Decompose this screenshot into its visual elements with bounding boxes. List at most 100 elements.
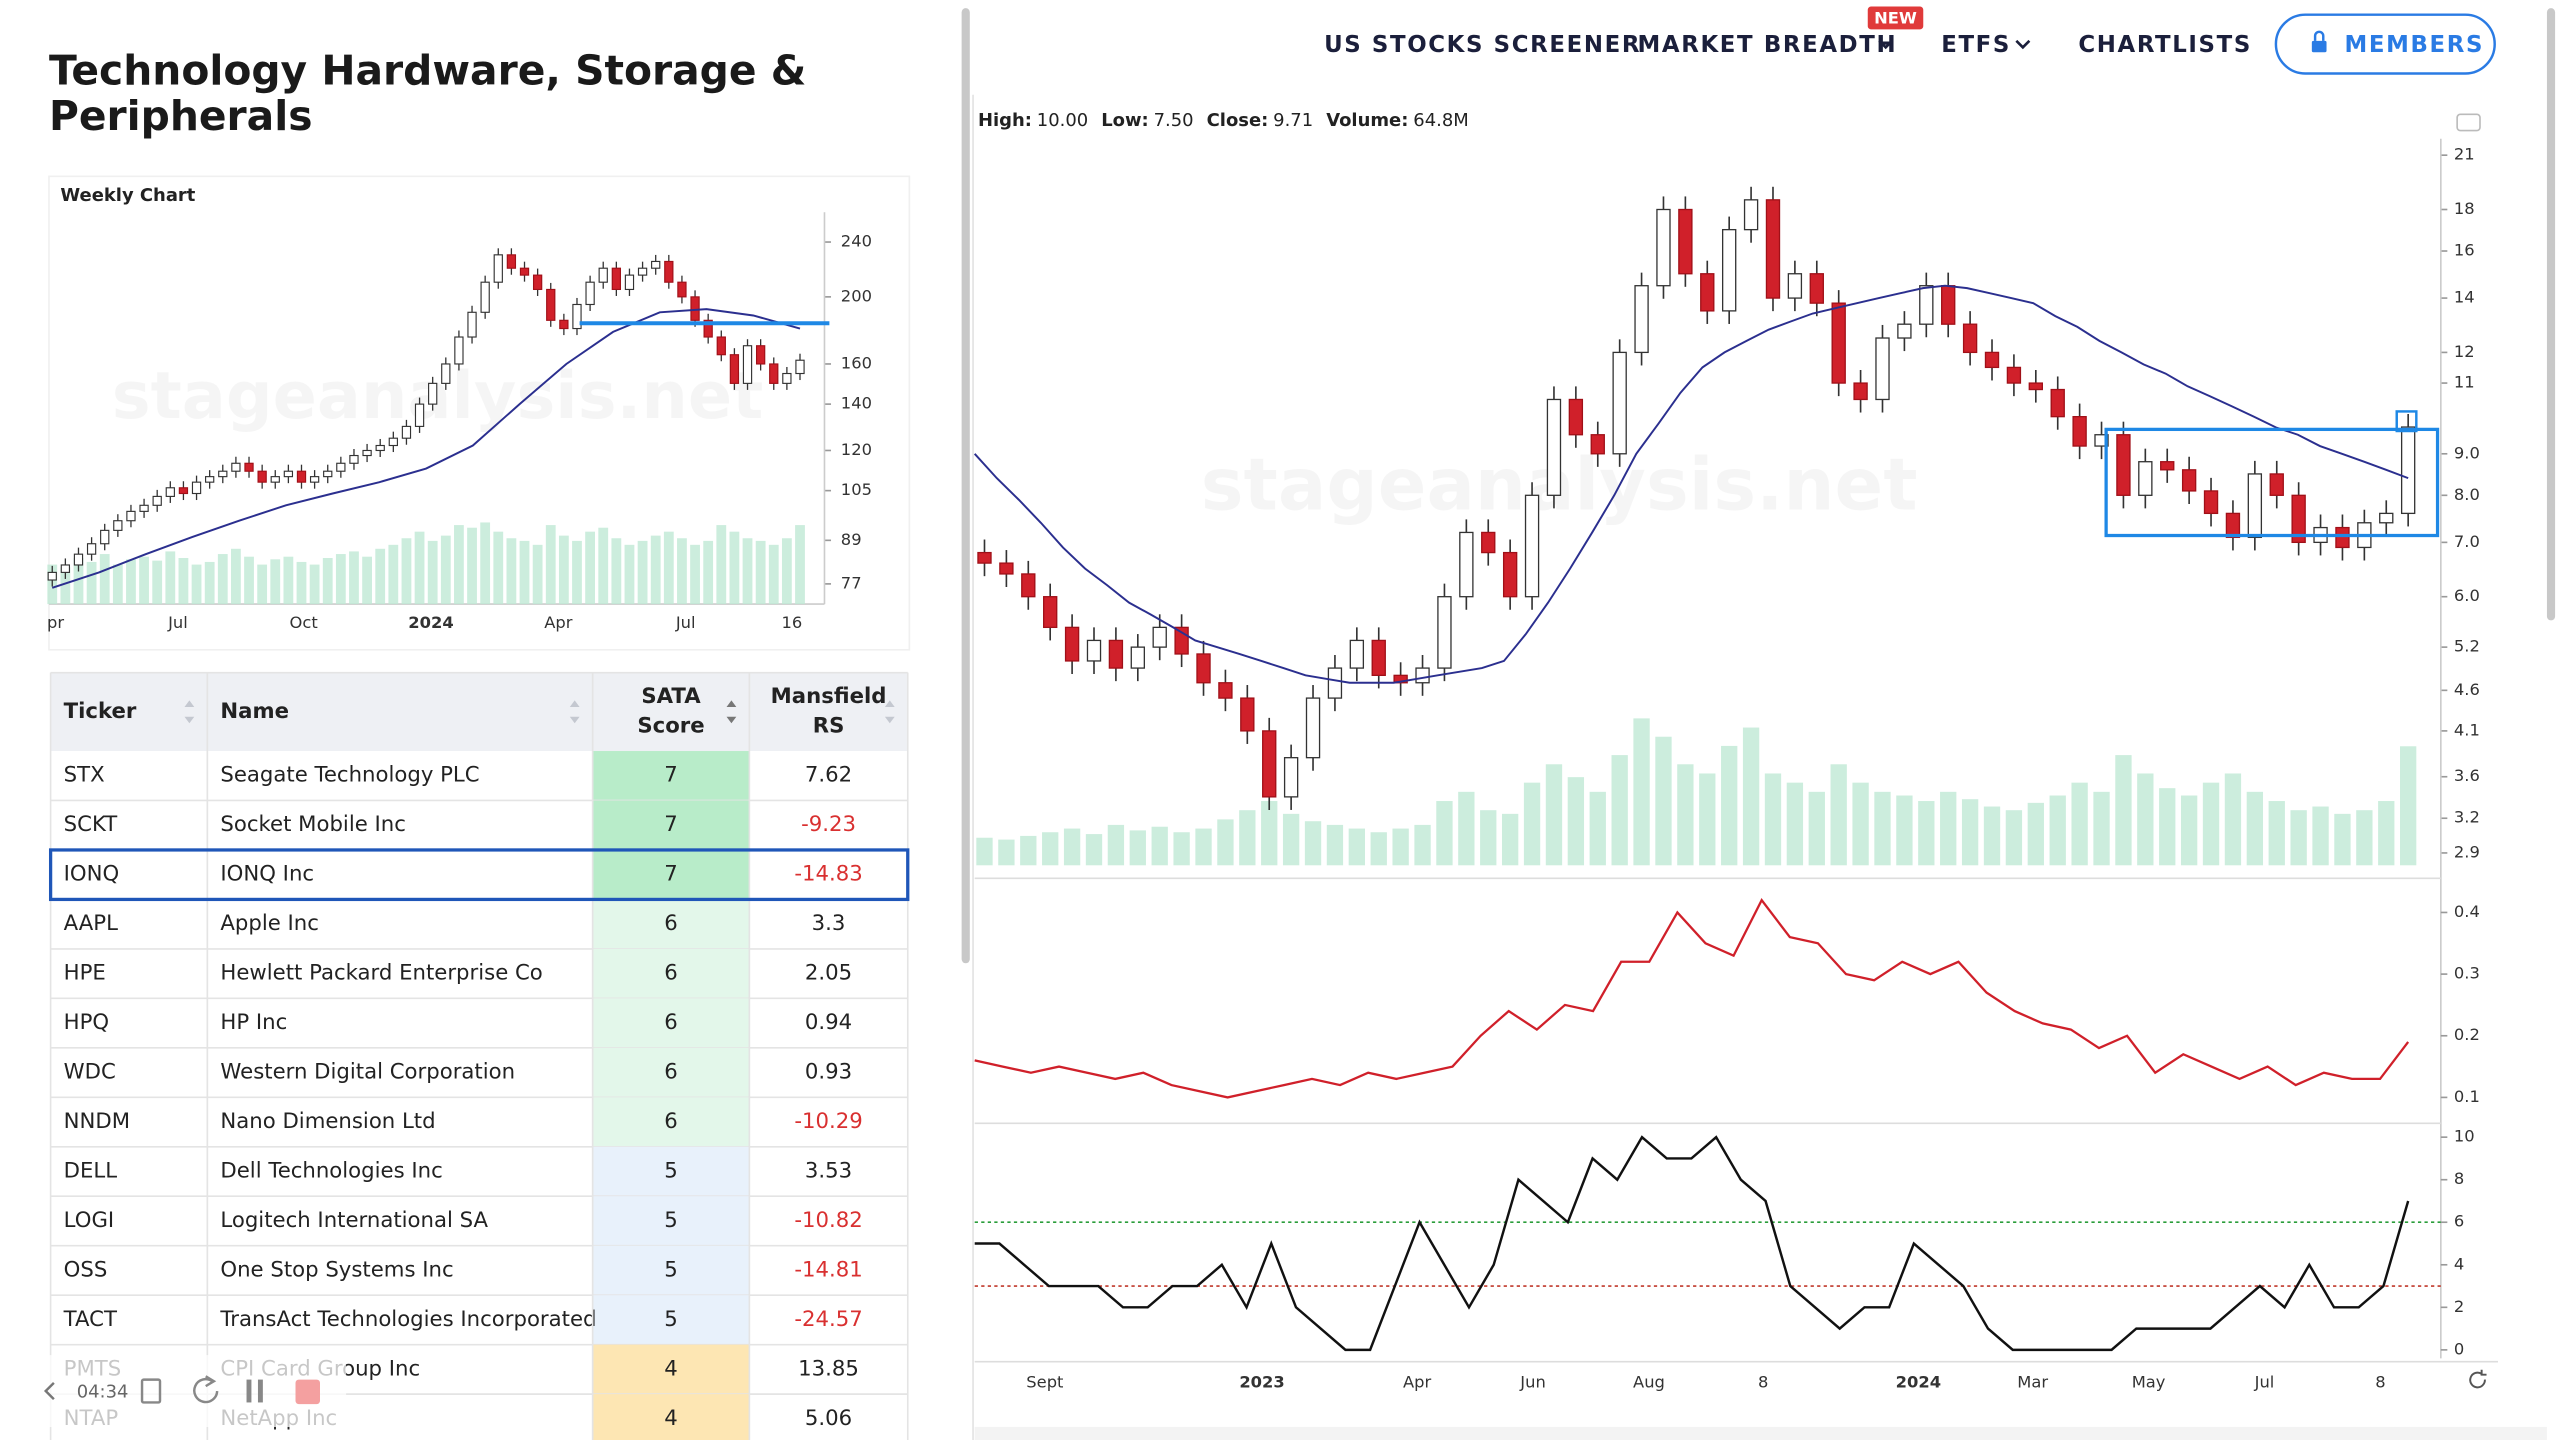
x-tick-label: Jul xyxy=(167,613,188,632)
volume-bar xyxy=(1721,745,1738,866)
candle-body xyxy=(1218,682,1233,699)
score-value: 5 xyxy=(664,1208,678,1233)
candle-body xyxy=(506,254,517,269)
volume-bar xyxy=(1151,826,1168,866)
candle-body xyxy=(1481,531,1496,554)
volume-bar xyxy=(768,544,779,605)
volume-bar xyxy=(558,535,569,605)
score-value: 7 xyxy=(664,763,678,788)
name-cell[interactable]: Nano Dimension Ltd xyxy=(220,1109,435,1134)
y-tick-label: 9.0 xyxy=(2454,443,2480,462)
x-tick-label: Mar xyxy=(2017,1372,2048,1391)
candle-body xyxy=(1502,551,1518,598)
candle-body xyxy=(1240,697,1255,732)
y-tick-label: 4 xyxy=(2454,1254,2464,1273)
volume-bar xyxy=(1655,736,1672,866)
volume-bar xyxy=(1764,773,1782,866)
ticker-cell[interactable]: SCKT xyxy=(64,812,119,837)
column-header[interactable]: SATA Score xyxy=(637,684,704,738)
name-cell[interactable]: IONQ Inc xyxy=(220,862,314,887)
sort-icon[interactable] xyxy=(184,700,195,724)
y-tick-label: 0.3 xyxy=(2454,964,2480,983)
nav-link[interactable]: CHARTLISTS xyxy=(2078,32,2252,58)
volume-bar xyxy=(1961,799,1979,866)
candle-body xyxy=(231,462,241,472)
candle-body xyxy=(2181,469,2197,492)
column-header[interactable]: Ticker xyxy=(64,699,137,724)
stop-icon[interactable] xyxy=(295,1379,320,1405)
candle-body xyxy=(637,267,648,276)
members-button[interactable] xyxy=(2274,13,2496,75)
restart-icon[interactable] xyxy=(193,1375,219,1404)
back-icon[interactable] xyxy=(43,1381,55,1401)
volume-bar xyxy=(296,561,307,605)
nav-link[interactable]: ETFS xyxy=(1941,32,2011,58)
volume-bar xyxy=(1195,828,1212,866)
score-cell xyxy=(592,1394,750,1440)
column-header[interactable]: Name xyxy=(220,699,289,724)
ticker-cell[interactable]: HPQ xyxy=(64,1010,109,1035)
nav-link[interactable]: MARKET BREADTH xyxy=(1638,32,1898,58)
pause-icon[interactable] xyxy=(257,1379,263,1403)
ticker-cell[interactable]: HPE xyxy=(64,961,106,986)
name-cell[interactable]: Seagate Technology PLC xyxy=(220,763,479,788)
refresh-icon[interactable] xyxy=(2469,1369,2487,1389)
candle-body xyxy=(218,470,228,478)
ticker-cell[interactable]: OSS xyxy=(64,1257,108,1282)
volume-bar xyxy=(191,564,202,605)
candle-body xyxy=(2050,388,2065,418)
right-scrollbar[interactable] xyxy=(2546,8,2556,621)
candle-body xyxy=(2203,490,2219,515)
candle-body xyxy=(1546,398,1562,496)
score-value: 6 xyxy=(664,911,678,936)
score-cell xyxy=(592,948,750,999)
name-cell[interactable]: Western Digital Corporation xyxy=(220,1060,515,1085)
candle-body xyxy=(60,564,71,573)
volume-bar xyxy=(2312,806,2329,866)
ticker-cell[interactable]: DELL xyxy=(64,1159,118,1184)
candle-body xyxy=(113,520,123,531)
ticker-cell[interactable]: STX xyxy=(64,763,105,788)
breakout-box xyxy=(2395,410,2418,433)
score-value: 4 xyxy=(664,1406,678,1431)
name-cell[interactable]: Hewlett Packard Enterprise Co xyxy=(220,961,542,986)
volume-bar xyxy=(2290,810,2307,866)
ticker-cell[interactable]: AAPL xyxy=(64,911,118,936)
candle-body xyxy=(441,363,451,384)
rs-value: 7.62 xyxy=(805,763,852,788)
candle-body xyxy=(283,470,294,478)
name-cell[interactable]: TransAct Technologies Incorporated xyxy=(219,1307,596,1332)
candle-body xyxy=(742,345,753,384)
ticker-cell[interactable]: WDC xyxy=(64,1060,116,1085)
sort-icon[interactable] xyxy=(569,700,580,724)
name-cell[interactable]: Socket Mobile Inc xyxy=(220,812,405,837)
camera-icon[interactable] xyxy=(2456,113,2481,132)
volume-bar xyxy=(1523,782,1541,866)
ticker-cell[interactable]: LOGI xyxy=(64,1208,114,1233)
name-cell[interactable]: HP Inc xyxy=(220,1010,287,1035)
candle-body xyxy=(2160,461,2175,471)
column-header[interactable]: Mansfield RS xyxy=(771,684,887,738)
nav-link[interactable]: US STOCKS SCREENER xyxy=(1324,32,1641,58)
name-cell[interactable]: Dell Technologies Inc xyxy=(220,1159,442,1184)
trash-icon[interactable] xyxy=(140,1378,162,1404)
candle-body xyxy=(1853,382,1868,401)
pause-icon[interactable] xyxy=(246,1379,252,1403)
candle-body xyxy=(1678,208,1693,275)
y-tick-label: 16 xyxy=(2454,241,2475,260)
left-scrollbar[interactable] xyxy=(961,8,970,964)
name-cell[interactable]: Logitech International SA xyxy=(220,1208,488,1233)
members-text[interactable]: MEMBERS xyxy=(2344,32,2484,58)
sort-icon[interactable] xyxy=(726,700,737,724)
ticker-cell[interactable]: TACT xyxy=(63,1307,118,1332)
ticker-cell[interactable]: NNDM xyxy=(64,1109,130,1134)
ticker-cell[interactable]: IONQ xyxy=(64,862,120,887)
score-value: 5 xyxy=(664,1307,678,1332)
volume-bar xyxy=(1830,764,1847,866)
candle-body xyxy=(1897,323,1912,339)
name-cell[interactable]: One Stop Systems Inc xyxy=(220,1257,453,1282)
candle-body xyxy=(2269,473,2284,496)
selected-row[interactable] xyxy=(48,848,910,902)
sort-icon[interactable] xyxy=(884,700,895,724)
name-cell[interactable]: Apple Inc xyxy=(220,911,319,936)
